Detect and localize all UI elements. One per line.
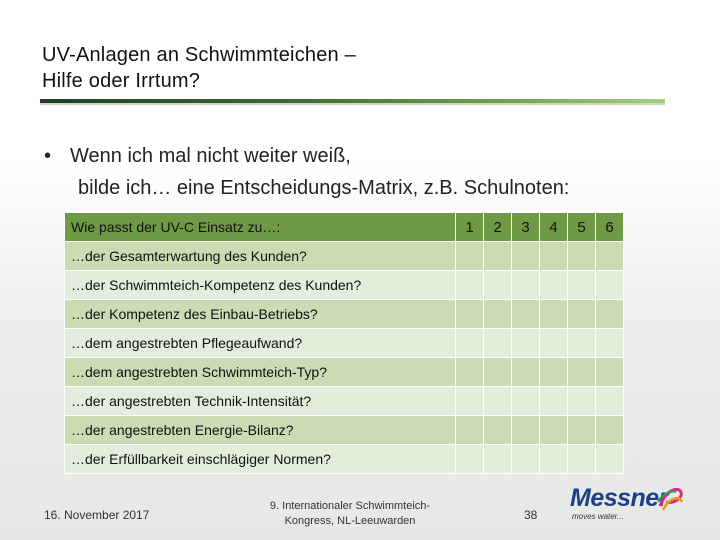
grade-cell: [455, 299, 484, 329]
grade-cell: [511, 386, 540, 416]
grade-cell: [455, 357, 484, 387]
decision-matrix: Wie passt der UV-C Einsatz zu…: 1 2 3 4 …: [64, 212, 624, 474]
slide-title: UV-Anlagen an Schwimmteichen – Hilfe ode…: [42, 42, 356, 94]
grade-cell: [595, 444, 624, 474]
grade-cell: [483, 415, 512, 445]
grade-cell: [455, 415, 484, 445]
grade-cell: [455, 241, 484, 271]
logo-tagline: moves water...: [572, 512, 624, 521]
matrix-row: …dem angestrebten Pflegeaufwand?: [64, 328, 624, 358]
grade-cell: [539, 270, 568, 300]
footer-event-line-1: 9. Internationaler Schwimmteich-: [269, 500, 431, 512]
grade-cell: [567, 270, 596, 300]
grade-cell: [511, 415, 540, 445]
grade-header-6: 6: [595, 212, 624, 242]
matrix-header-question: Wie passt der UV-C Einsatz zu…:: [64, 212, 456, 242]
grade-cell: [595, 270, 624, 300]
logo-swirl-icon: [657, 487, 684, 511]
grade-cell: [595, 386, 624, 416]
title-underline: [40, 99, 665, 103]
matrix-row-question: …der Kompetenz des Einbau-Betriebs?: [64, 299, 456, 329]
grade-cell: [539, 299, 568, 329]
matrix-row-question: …der angestrebten Energie-Bilanz?: [64, 415, 456, 445]
bullet-marker: •: [44, 145, 52, 167]
grade-header-4: 4: [539, 212, 568, 242]
grade-cell: [455, 328, 484, 358]
footer-date: 16. November 2017: [44, 508, 150, 522]
grade-cell: [511, 328, 540, 358]
grade-cell: [567, 386, 596, 416]
matrix-row-question: …der Schwimmteich-Kompetenz des Kunden?: [64, 270, 456, 300]
page-number: 38: [524, 508, 538, 522]
grade-header-5: 5: [567, 212, 596, 242]
matrix-row-question: …der Erfüllbarkeit einschlägiger Normen?: [64, 444, 456, 474]
matrix-row-question: …der angestrebten Technik-Intensität?: [64, 386, 456, 416]
footer-event: 9. Internationaler Schwimmteich- Kongres…: [250, 499, 450, 529]
matrix-header-row: Wie passt der UV-C Einsatz zu…: 1 2 3 4 …: [64, 212, 624, 242]
matrix-row: …der Gesamterwartung des Kunden?: [64, 241, 624, 271]
footer-event-line-2: Kongress, NL-Leeuwarden: [284, 515, 416, 527]
grade-cell: [511, 299, 540, 329]
grade-cell: [567, 415, 596, 445]
grade-cell: [455, 386, 484, 416]
grade-cell: [539, 386, 568, 416]
grade-cell: [483, 241, 512, 271]
grade-cell: [455, 270, 484, 300]
title-underline-shadow: [40, 103, 665, 105]
grade-header-3: 3: [511, 212, 540, 242]
matrix-row: …der angestrebten Technik-Intensität?: [64, 386, 624, 416]
grade-cell: [511, 357, 540, 387]
matrix-row: …dem angestrebten Schwimmteich-Typ?: [64, 357, 624, 387]
grade-cell: [595, 415, 624, 445]
grade-cell: [483, 357, 512, 387]
grade-cell: [567, 444, 596, 474]
grade-cell: [511, 241, 540, 271]
title-line-2: Hilfe oder Irrtum?: [42, 70, 201, 92]
grade-cell: [539, 328, 568, 358]
grade-cell: [539, 415, 568, 445]
grade-header-1: 1: [455, 212, 484, 242]
bullet-line-2: bilde ich… eine Entscheidungs-Matrix, z.…: [78, 177, 570, 199]
grade-cell: [483, 270, 512, 300]
messner-logo: Messner moves water...: [570, 484, 690, 524]
grade-cell: [511, 444, 540, 474]
grade-cell: [483, 299, 512, 329]
grade-cell: [567, 241, 596, 271]
grade-header-2: 2: [483, 212, 512, 242]
title-line-1: UV-Anlagen an Schwimmteichen –: [42, 44, 356, 66]
grade-cell: [595, 357, 624, 387]
grade-cell: [483, 444, 512, 474]
matrix-row: …der Schwimmteich-Kompetenz des Kunden?: [64, 270, 624, 300]
grade-cell: [595, 328, 624, 358]
grade-cell: [567, 299, 596, 329]
grade-cell: [483, 386, 512, 416]
grade-cell: [539, 241, 568, 271]
matrix-row-question: …dem angestrebten Pflegeaufwand?: [64, 328, 456, 358]
grade-cell: [595, 299, 624, 329]
matrix-row: …der Erfüllbarkeit einschlägiger Normen?: [64, 444, 624, 474]
grade-cell: [455, 444, 484, 474]
grade-cell: [511, 270, 540, 300]
grade-cell: [567, 328, 596, 358]
matrix-row: …der Kompetenz des Einbau-Betriebs?: [64, 299, 624, 329]
bullet-line-1: Wenn ich mal nicht weiter weiß,: [70, 145, 351, 167]
logo-name: Messner: [570, 484, 668, 512]
grade-cell: [483, 328, 512, 358]
grade-cell: [539, 357, 568, 387]
matrix-row-question: …dem angestrebten Schwimmteich-Typ?: [64, 357, 456, 387]
grade-cell: [539, 444, 568, 474]
grade-cell: [595, 241, 624, 271]
matrix-row-question: …der Gesamterwartung des Kunden?: [64, 241, 456, 271]
matrix-row: …der angestrebten Energie-Bilanz?: [64, 415, 624, 445]
grade-cell: [567, 357, 596, 387]
